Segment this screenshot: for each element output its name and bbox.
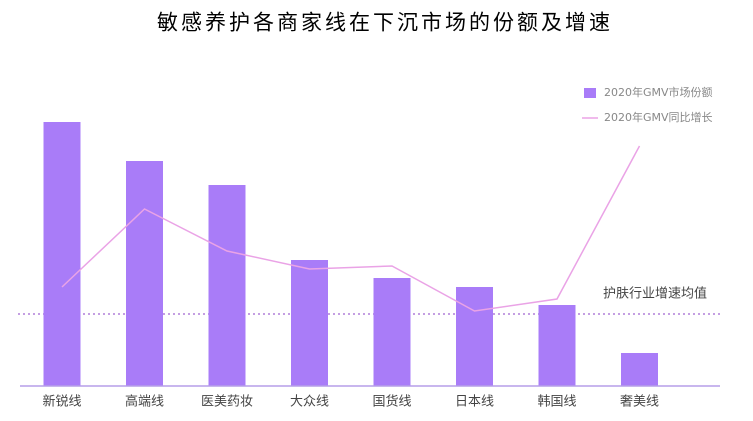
x-tick-label: 韩国线 [537,395,576,410]
legend-label: 2020年GMV同比增长 [604,110,713,124]
bar [126,161,163,386]
reference-label: 护肤行业增速均值 [603,286,707,302]
bar [291,260,328,386]
bar [456,287,493,386]
bar [373,278,411,386]
x-tick-label: 国货线 [372,394,411,410]
bar [538,305,576,386]
x-tick-label: 日本线 [455,395,494,410]
x-tick-label: 大众线 [290,395,329,410]
x-tick-label: 医美药妆 [201,395,253,410]
growth-line [61,145,641,312]
legend-label: 2020年GMV市场份额 [604,85,713,99]
x-tick-label: 高端线 [125,394,164,410]
chart-title: 敏感养护各商家线在下沉市场的份额及增速 [157,11,613,35]
x-tick-label: 奢美线 [620,395,659,410]
bar [208,185,246,386]
x-tick-label: 新锐线 [42,394,81,410]
legend-swatch [584,88,596,98]
bar [43,122,81,386]
bar [621,353,658,386]
